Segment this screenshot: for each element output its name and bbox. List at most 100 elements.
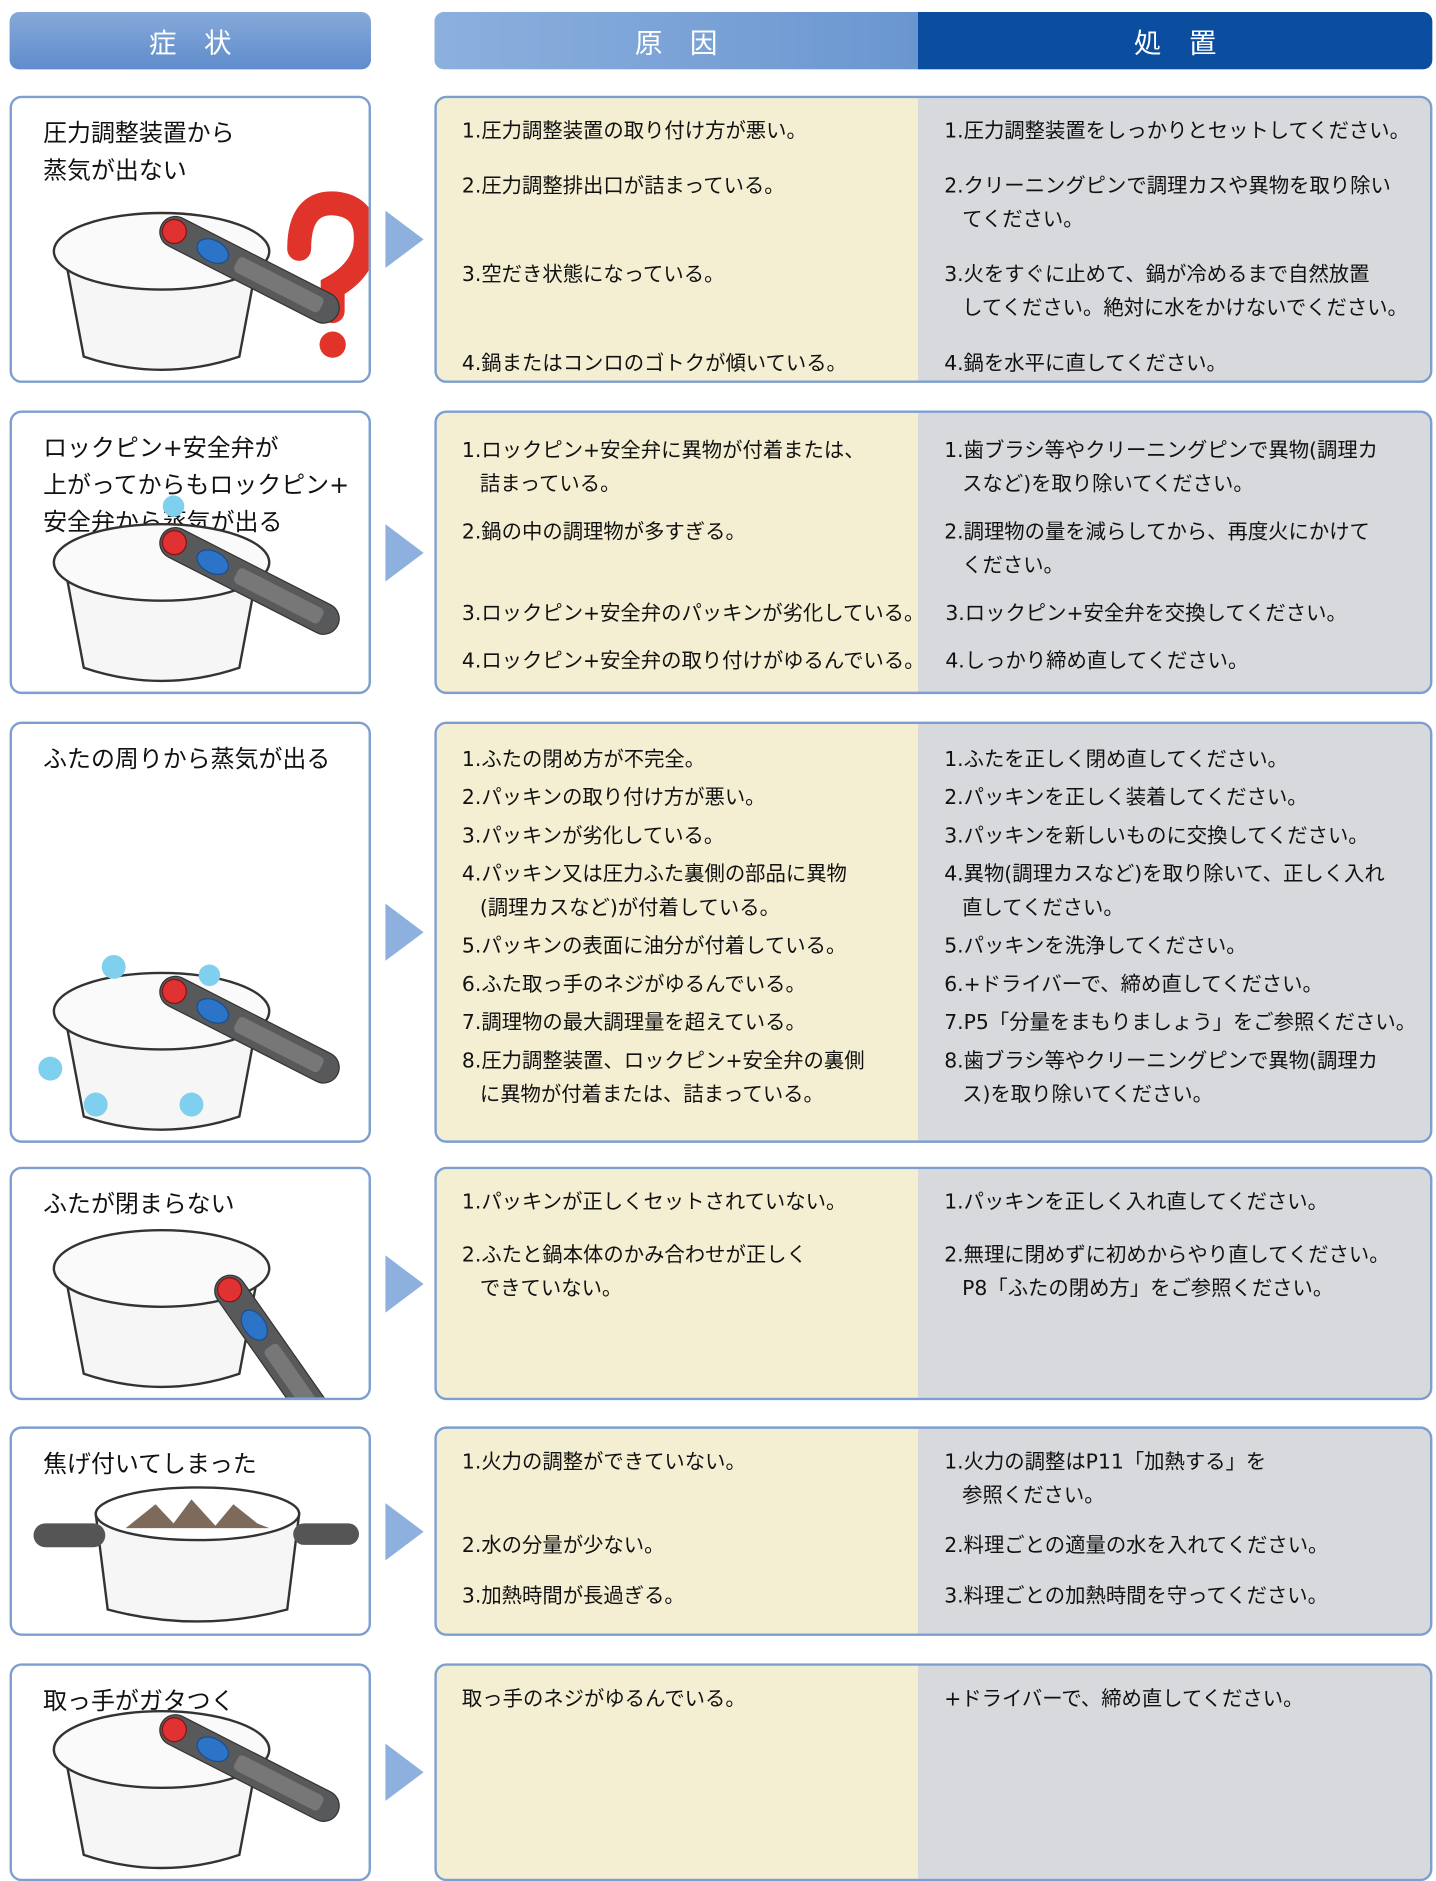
item: 4.ロックピン+安全弁の取り付けがゆるんでいる。 4.しっかり締め直してください。 — [437, 645, 1430, 679]
item: 2.ふたと鍋本体のかみ合わせが正しくできていない。 2.無理に閉めずに初めからやり… — [437, 1239, 1430, 1306]
cause-line: 2.水の分量が少ない。 — [461, 1534, 665, 1559]
item: 3.空だき状態になっている。 3.火をすぐに止めて、鍋が冷めるまで自然放置 してくだ… — [437, 258, 1430, 325]
item: 1.火力の調整ができていない。 1.火力の調整はP11「加熱する」を 参照ください。 — [437, 1446, 1430, 1513]
cause: 2.ふたと鍋本体のかみ合わせが正しくできていない。 — [437, 1239, 917, 1306]
remedy: 7.P5「分量をまもりましょう」をご参照ください。 — [917, 1006, 1430, 1040]
cause: 4.ロックピン+安全弁の取り付けがゆるんでいる。 — [437, 645, 925, 679]
symptom-box: 焦げ付いてしまった — [9, 1426, 371, 1636]
symptom-text: 圧力調整装置から 蒸気が出ない — [43, 115, 234, 189]
cause: 3.ロックピン+安全弁のパッキンが劣化している。 — [437, 597, 925, 631]
remedy: 1.火力の調整はP11「加熱する」を 参照ください。 — [917, 1446, 1430, 1513]
item: 1.圧力調整装置の取り付け方が悪い。 1.圧力調整装置をしっかりとセットしてくださ… — [437, 115, 1430, 149]
illustration — [52, 191, 369, 371]
cause-line: 4.鍋またはコンロのゴトクが傾いている。 — [461, 351, 847, 376]
remedy: 4.鍋を水平に直してください。 — [917, 347, 1430, 381]
item: 2.圧力調整排出口が詰まっている。 2.クリーニングピンで調理カスや異物を取り除い… — [437, 170, 1430, 237]
arrow — [385, 1743, 424, 1801]
items: 1.ふたの閉め方が不完全。 1.ふたを正しく閉め直してください。 2.パッキンの取り… — [437, 743, 1430, 1112]
remedy-line: 2.パッキンを正しく装着してください。 — [944, 786, 1308, 811]
cause-line: 3.ロックピン+安全弁のパッキンが劣化している。 — [461, 601, 925, 626]
item: 3.パッキンが劣化している。 3.パッキンを新しいものに交換してください。 — [437, 820, 1430, 854]
remedy-line: 2.無理に閉めずに初めからやり直してください。 — [944, 1243, 1390, 1268]
cause: 1.ロックピン+安全弁に異物が付着または、 詰まっている。 — [437, 434, 917, 501]
cause-line: 1.圧力調整装置の取り付け方が悪い。 — [461, 119, 807, 144]
remedy: 4.しっかり締め直してください。 — [918, 645, 1430, 679]
remedy: 2.パッキンを正しく装着してください。 — [917, 781, 1430, 815]
cause: 3.パッキンが劣化している。 — [437, 820, 917, 854]
illustration — [52, 1228, 342, 1398]
remedy: +ドライバーで、締め直してください。 — [917, 1683, 1430, 1717]
symptom-line: 圧力調整装置から — [43, 118, 235, 148]
row: ふたの周りから蒸気が出る 1.ふたの閉め方が不完全。 1.ふたを正しく閉め直してくだ… — [0, 721, 1436, 1143]
symptom-line: 取っ手がガタつく — [43, 1686, 235, 1715]
arrow — [385, 1254, 424, 1313]
row: ふたが閉まらない 1.パッキンが正しくセットされていない。 1.パッキンを正しく入れ… — [0, 1166, 1436, 1401]
illustration — [52, 495, 340, 683]
item: 7.調理物の最大調理量を超えている。 7.P5「分量をまもりましょう」をご参照くだ… — [437, 1006, 1430, 1040]
illustration — [33, 1486, 360, 1623]
remedy-line: 1.歯ブラシ等やクリーニングピンで異物(調理カ — [944, 439, 1379, 464]
row: 圧力調整装置から 蒸気が出ない 1.圧力調整装置の取り付け方が悪い。 1.圧力調整装置… — [0, 95, 1436, 383]
remedy: 3.料理ごとの加熱時間を守ってください。 — [917, 1580, 1430, 1614]
cause-line: 4.パッキン又は圧力ふた裏側の部品に異物 — [461, 862, 847, 887]
remedy: 2.料理ごとの適量の水を入れてください。 — [917, 1529, 1430, 1563]
item: 3.ロックピン+安全弁のパッキンが劣化している。 3.ロックピン+安全弁を交換して… — [437, 597, 1430, 631]
cause: 8.圧力調整装置、ロックピン+安全弁の裏側に異物が付着または、詰まっている。 — [437, 1045, 917, 1112]
cause-line: 5.パッキンの表面に油分が付着している。 — [461, 934, 847, 959]
remedy-line: 2.クリーニングピンで調理カスや異物を取り除い — [944, 174, 1391, 199]
remedy-line: 1.パッキンを正しく入れ直してください。 — [944, 1190, 1328, 1215]
cause-line: 2.パッキンの取り付け方が悪い。 — [461, 786, 766, 811]
symptom-box: ふたの周りから蒸気が出る — [9, 721, 371, 1143]
remedy-line: 4.しっかり締め直してください。 — [945, 649, 1249, 674]
symptom-line: ふたが閉まらない — [43, 1189, 235, 1219]
remedy-line: P8「ふたの閉め方」をご参照ください。 — [962, 1276, 1334, 1301]
remedy-line: 4.鍋を水平に直してください。 — [944, 351, 1227, 376]
symptom-line: 蒸気が出ない — [43, 155, 187, 185]
cause: 4.鍋またはコンロのゴトクが傾いている。 — [437, 347, 917, 381]
remedy-line: 1.ふたを正しく閉め直してください。 — [944, 747, 1288, 772]
symptom-box: 圧力調整装置から 蒸気が出ない — [9, 95, 371, 383]
cause: 2.圧力調整排出口が詰まっている。 — [437, 170, 917, 237]
remedy: 3.ロックピン+安全弁を交換してください。 — [918, 597, 1430, 631]
items: 1.ロックピン+安全弁に異物が付着または、 詰まっている。 1.歯ブラシ等やクリーニ… — [437, 434, 1430, 678]
items: 1.圧力調整装置の取り付け方が悪い。 1.圧力調整装置をしっかりとセットしてくださ… — [437, 115, 1430, 381]
remedy: 1.パッキンを正しく入れ直してください。 — [917, 1186, 1430, 1220]
cause-remedy-box: 1.ふたの閉め方が不完全。 1.ふたを正しく閉め直してください。 2.パッキンの取り… — [434, 721, 1433, 1143]
cause-line: 8.圧力調整装置、ロックピン+安全弁の裏側 — [461, 1049, 865, 1074]
arrow — [385, 1502, 424, 1560]
cause: 2.鍋の中の調理物が多すぎる。 — [437, 516, 917, 583]
symptom-line: 上がってからもロックピン+ — [43, 470, 350, 500]
header-bar: 原 因 処 置 — [434, 11, 1433, 70]
remedy: 4.異物(調理カスなど)を取り除いて、正しく入れ 直してください。 — [917, 858, 1430, 925]
remedy-line: 直してください。 — [962, 896, 1124, 921]
symptom-text: 取っ手がガタつく — [43, 1683, 234, 1720]
item: 1.ロックピン+安全弁に異物が付着または、 詰まっている。 1.歯ブラシ等やクリーニ… — [437, 434, 1430, 501]
remedy-line: ス)を取り除いてください。 — [962, 1082, 1214, 1107]
cause-line: 7.調理物の最大調理量を超えている。 — [461, 1011, 806, 1036]
cause: 2.水の分量が少ない。 — [437, 1529, 917, 1563]
cause: 1.圧力調整装置の取り付け方が悪い。 — [437, 115, 917, 149]
cause: 3.加熱時間が長過ぎる。 — [437, 1580, 917, 1614]
remedy: 2.クリーニングピンで調理カスや異物を取り除い てください。 — [917, 170, 1430, 237]
symptom-box: 取っ手がガタつく — [9, 1663, 371, 1881]
cause-line: できていない。 — [479, 1276, 623, 1301]
symptom-text: ふたが閉まらない — [43, 1186, 234, 1223]
cause-line: に異物が付着または、詰まっている。 — [479, 1082, 824, 1107]
arrow — [385, 903, 424, 961]
remedy: 1.圧力調整装置をしっかりとセットしてください。 — [917, 115, 1430, 149]
cause-remedy-box: 1.火力の調整ができていない。 1.火力の調整はP11「加熱する」を 参照ください。… — [434, 1426, 1433, 1636]
item: 6.ふた取っ手のネジがゆるんでいる。 6.+ドライバーで、締め直してください。 — [437, 968, 1430, 1002]
cause: 取っ手のネジがゆるんでいる。 — [437, 1683, 917, 1717]
remedy-line: 5.パッキンを洗浄してください。 — [944, 934, 1247, 959]
remedy-line: スなど)を取り除いてください。 — [962, 472, 1254, 497]
cause-remedy-box: 取っ手のネジがゆるんでいる。 +ドライバーで、締め直してください。 — [434, 1663, 1433, 1881]
remedy-line: 3.料理ごとの加熱時間を守ってください。 — [944, 1584, 1328, 1609]
remedy-line: 3.火をすぐに止めて、鍋が冷めるまで自然放置 — [944, 263, 1370, 288]
item: 8.圧力調整装置、ロックピン+安全弁の裏側 に異物が付着または、詰まっている。 8.… — [437, 1045, 1430, 1112]
cause-line: 3.空だき状態になっている。 — [461, 263, 725, 288]
cause-line: 2.ふたと鍋本体のかみ合わせが正しく — [461, 1243, 807, 1268]
remedy-line: 参照ください。 — [962, 1483, 1105, 1508]
remedy-line: 8.歯ブラシ等やクリーニングピンで異物(調理カ — [944, 1049, 1379, 1074]
cause-line: 詰まっている。 — [479, 472, 621, 497]
